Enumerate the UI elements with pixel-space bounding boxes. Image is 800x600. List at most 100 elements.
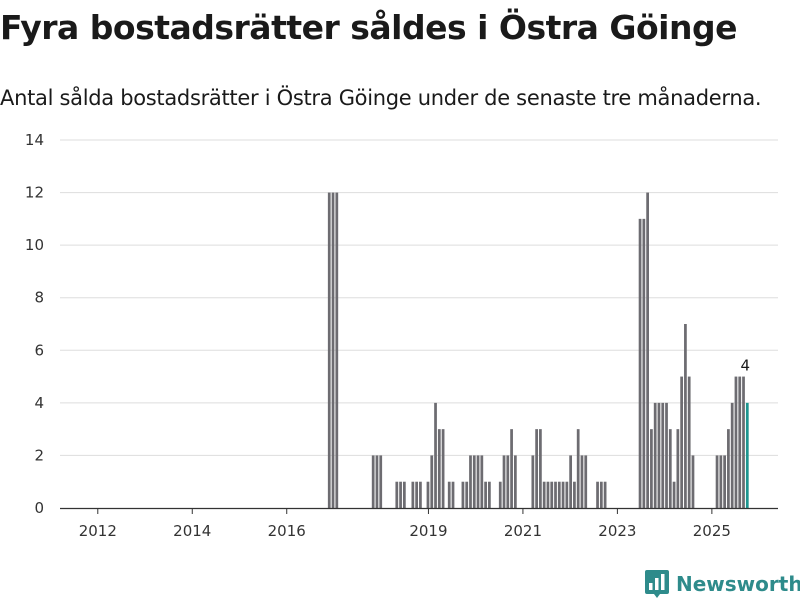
bar-4: [375, 455, 379, 508]
bar-57: [661, 402, 665, 508]
bar-37: [546, 481, 550, 508]
bar-3: [371, 455, 375, 508]
bar-62: [680, 376, 684, 508]
bars: [327, 192, 749, 509]
bar-43: [569, 455, 573, 508]
bar-54: [650, 429, 653, 508]
bar-26: [488, 481, 491, 508]
x-tick-label-2025: 2025: [693, 522, 731, 540]
bar-1: [331, 192, 335, 509]
bar-5: [379, 455, 383, 508]
bar-39: [554, 481, 557, 508]
bar-21: [469, 455, 472, 508]
y-tick-label-12: 12: [25, 184, 44, 202]
bar-chart-icon: [645, 570, 669, 598]
x-tick-label-2014: 2014: [173, 522, 211, 540]
x-tick-label-2021: 2021: [504, 522, 542, 540]
bar-19: [461, 481, 465, 508]
bar-68: [719, 455, 723, 508]
bar-47: [584, 455, 588, 508]
bar-17: [447, 481, 451, 508]
bar-64: [687, 376, 691, 508]
y-tick-label-0: 0: [34, 499, 44, 517]
bar-29: [502, 455, 506, 508]
bar-22: [472, 455, 476, 508]
axes: [60, 507, 778, 514]
bar-58: [665, 402, 668, 508]
bar-50: [603, 481, 607, 508]
brand-name: Newsworthy: [676, 572, 800, 596]
bar-0: [327, 192, 331, 509]
x-tick-label-2023: 2023: [598, 522, 636, 540]
bar-9: [411, 481, 415, 508]
bar-20: [465, 481, 469, 508]
bar-74: [742, 376, 745, 508]
bar-65: [691, 455, 695, 508]
y-tick-label-4: 4: [34, 394, 44, 412]
bar-32: [513, 455, 517, 508]
bar-35: [539, 429, 542, 508]
bar-36: [542, 481, 546, 508]
bar-71: [730, 402, 734, 508]
bar-12: [426, 481, 430, 508]
bar-6: [395, 481, 399, 508]
bar-61: [676, 429, 680, 508]
bar-33: [531, 455, 535, 508]
bar-15: [437, 429, 441, 508]
x-tick-label-2016: 2016: [268, 522, 306, 540]
data-label-latest: 4: [741, 357, 751, 375]
bar-30: [506, 455, 510, 508]
bar-63: [684, 324, 687, 508]
bar-72: [734, 376, 738, 508]
bar-38: [550, 481, 554, 508]
y-tick-label-14: 14: [25, 131, 44, 149]
bar-7: [399, 481, 402, 508]
bar-24: [480, 455, 484, 508]
bar-14: [434, 402, 437, 508]
bar-59: [668, 429, 672, 508]
brand-logo: Newsworthy: [644, 568, 800, 600]
bar-34: [535, 429, 538, 508]
bar-41: [561, 481, 565, 508]
bar-75: [745, 402, 749, 508]
bar-23: [476, 455, 480, 508]
bar-73: [738, 376, 742, 508]
bar-40: [557, 481, 561, 508]
y-tick-label-10: 10: [25, 236, 44, 254]
bar-55: [653, 402, 657, 508]
bar-53: [646, 192, 649, 509]
bar-60: [672, 481, 676, 508]
x-tick-label-2012: 2012: [79, 522, 117, 540]
bar-42: [565, 481, 569, 508]
bar-2: [335, 192, 339, 509]
bar-44: [573, 481, 576, 508]
bar-13: [430, 455, 434, 508]
y-tick-label-2: 2: [34, 446, 44, 464]
bar-48: [596, 481, 599, 508]
bar-11: [419, 481, 422, 508]
bar-25: [484, 481, 487, 508]
bar-31: [510, 429, 513, 508]
bar-10: [415, 481, 419, 508]
chart-subtitle: Antal sålda bostadsrätter i Östra Göinge…: [0, 86, 762, 110]
bar-49: [599, 481, 603, 508]
y-tick-label-6: 6: [34, 341, 44, 359]
bar-28: [498, 481, 502, 508]
bar-56: [657, 402, 661, 508]
bar-52: [642, 218, 646, 508]
bar-16: [441, 429, 445, 508]
axis-labels: 0 2 4 6 8 10 12 14 4 2012 2014 2016 2019 2021 2023 2025: [25, 131, 750, 540]
bar-18: [451, 481, 455, 508]
x-tick-label-2019: 2019: [409, 522, 447, 540]
y-tick-label-8: 8: [34, 289, 44, 307]
bar-70: [727, 429, 730, 508]
bar-45: [576, 429, 580, 508]
bar-8: [402, 481, 406, 508]
bar-69: [723, 455, 726, 508]
bar-51: [638, 218, 642, 508]
chart-title: Fyra bostadsrätter såldes i Östra Göinge: [0, 8, 738, 47]
bar-67: [715, 455, 719, 508]
bar-46: [580, 455, 584, 508]
gridlines: [60, 139, 778, 456]
